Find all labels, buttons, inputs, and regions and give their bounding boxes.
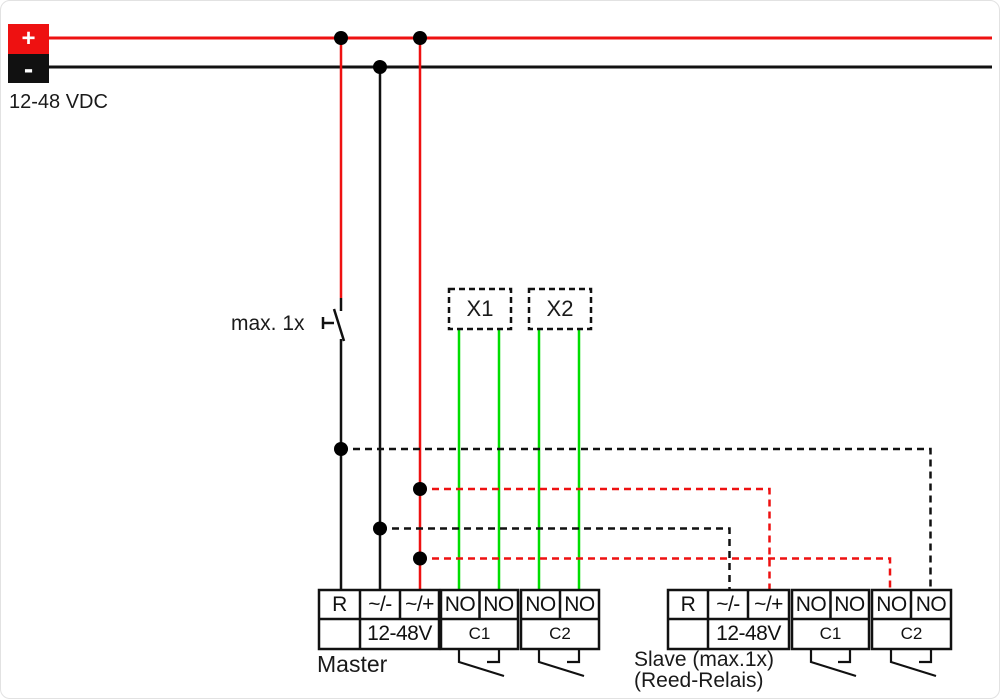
slave-negative-link-wire [380,527,731,590]
slave-label-line2: (Reed-Relais) [634,669,764,692]
junction-dot [413,551,427,566]
master-terminal-block [317,588,601,651]
junction-dots [334,31,427,566]
master-c2-cell: C2 [549,624,571,643]
positive-terminal: + [8,24,49,54]
junction-dot [373,521,387,536]
master-terminal-no1: NO [444,592,476,616]
relay-contacts [457,649,937,678]
slave-terminal-no2: NO [834,592,865,616]
slave-link-wires [341,447,932,590]
slave-c2-cell: C2 [900,624,923,643]
sensor-wires [457,329,581,590]
master-label: Master [317,651,388,677]
slave-terminal-no3: NO [876,592,907,616]
slave-terminal-no1: NO [795,592,827,616]
negative-terminal: - [8,52,49,84]
slave-positive-link-wire [420,487,771,590]
switch-symbol [321,298,346,342]
slave-terminal-block [666,588,953,651]
master-terminal-ac-plus: ~/+ [405,592,434,616]
sensor-boxes [447,287,593,331]
junction-dot [373,60,387,74]
slave-terminal-ac-minus: ~/- [716,592,740,616]
slave-label-line1: Slave (max.1x) [634,648,775,671]
negative-terminal-label: - [23,52,34,84]
junction-dot [334,31,348,45]
x2-label: X2 [546,296,574,321]
positive-terminal-label: + [21,25,36,52]
supply-voltage-label: 12-48 VDC [9,91,108,113]
master-c2-contact [537,649,585,678]
slave-no4-link-wire [341,447,932,590]
junction-dot [413,31,427,45]
junction-dot [413,482,427,496]
x2-box [527,287,593,331]
power-bus [49,36,992,69]
x1-box [447,287,513,331]
slave-terminal-r: R [680,592,696,616]
slave-terminal-no4: NO [915,592,947,616]
slave-c1-contact [809,649,857,678]
master-c1-contact [457,649,505,678]
junction-dot [334,442,348,456]
feed-wires [339,38,422,590]
master-terminal-r: R [332,592,347,616]
master-terminal-no2: NO [483,592,514,616]
slave-c2-contact [889,649,937,678]
master-voltage-cell: 12-48V [367,622,432,645]
x1-label: X1 [466,296,494,321]
slave-voltage-cell: 12-48V [716,622,781,645]
slave-terminal-ac-plus: ~/+ [754,592,783,616]
master-terminal-ac-minus: ~/- [368,592,392,616]
master-terminal-no3: NO [525,592,556,616]
slave-c1-cell: C1 [819,624,842,643]
switch-max-label: max. 1x [231,312,305,335]
slave-no3-link-wire [420,557,892,590]
master-c1-cell: C1 [468,624,491,643]
master-terminal-no4: NO [564,592,595,616]
